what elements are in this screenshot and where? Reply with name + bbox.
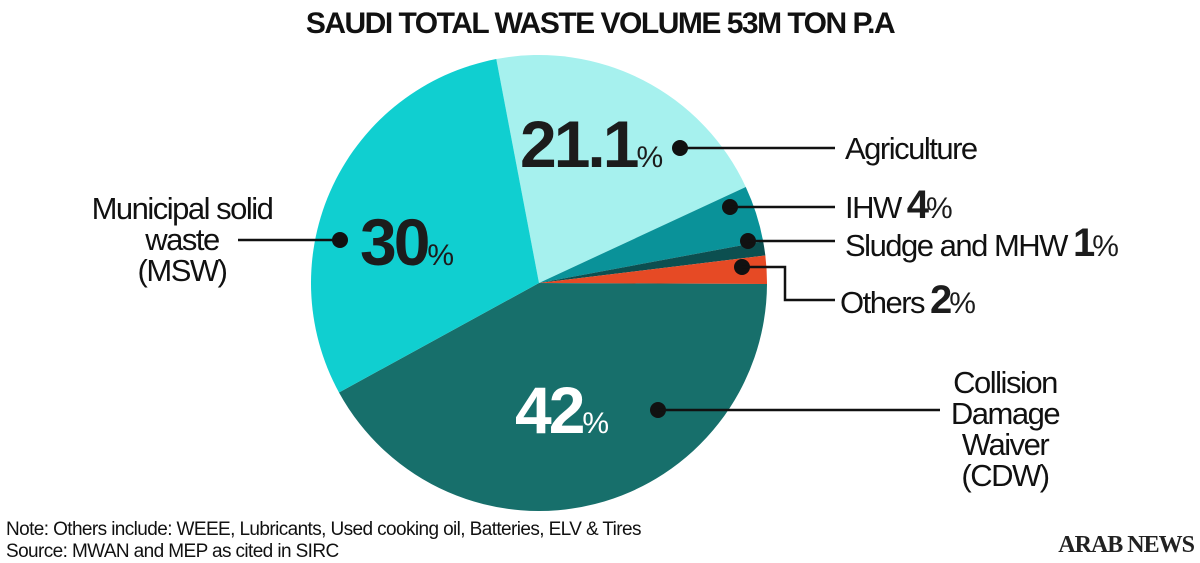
svg-text:Waiver: Waiver <box>962 427 1049 462</box>
svg-text:waste: waste <box>144 222 219 257</box>
svg-text:Municipal solid: Municipal solid <box>92 191 273 226</box>
cdw-label: Collision Damage Waiver (CDW) <box>951 365 1061 493</box>
pie-slice-agriculture <box>496 55 746 283</box>
agriculture-value-label: 21.1% <box>520 107 663 181</box>
msw-label: Municipal solid waste (MSW) <box>92 191 275 288</box>
others-leader-line <box>742 265 835 302</box>
agriculture-label: Agriculture <box>845 131 977 166</box>
cdw-value-label: 42% <box>515 373 609 447</box>
arab-news-logo: ARAB NEWS <box>1058 532 1194 558</box>
pie-slice-collision-damage-waiver-cdw <box>338 283 767 511</box>
note-text: Note: Others include: WEEE, Lubricants, … <box>6 519 641 540</box>
chart-title: SAUDI TOTAL WASTE VOLUME 53M TON P.A <box>306 7 895 40</box>
sludge-label: Sludge and MHW 1% <box>845 221 1119 265</box>
pie-slice-sludge-and-mhw <box>539 241 766 283</box>
svg-text:(MSW): (MSW) <box>138 253 227 288</box>
pie-slice-ihw <box>539 186 764 283</box>
msw-value-label: 30% <box>360 205 454 279</box>
svg-text:Damage: Damage <box>951 396 1059 431</box>
pie-slice-municipal-solid-waste-msw <box>311 59 539 393</box>
svg-text:(CDW): (CDW) <box>961 458 1048 493</box>
pie-slices <box>311 55 767 511</box>
others-label: Others 2% <box>840 278 976 322</box>
svg-text:Collision: Collision <box>953 365 1057 400</box>
ihw-label: IHW 4% <box>845 183 953 227</box>
source-text: Source: MWAN and MEP as cited in SIRC <box>6 541 339 562</box>
pie-slice-others <box>539 255 767 285</box>
